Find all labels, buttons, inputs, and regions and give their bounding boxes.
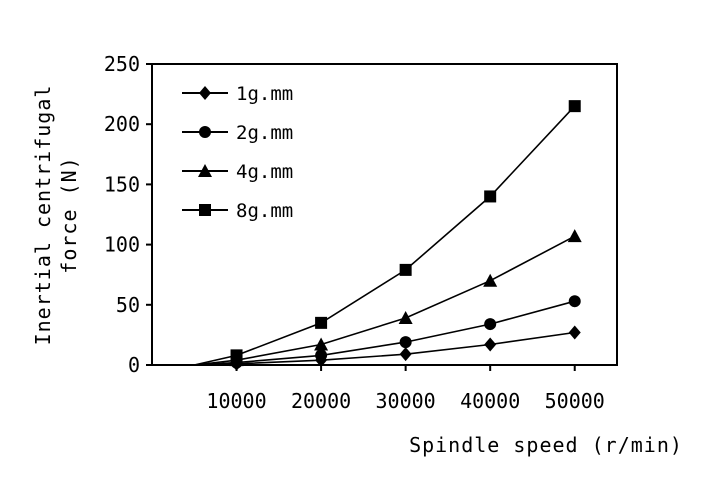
y-axis: 0 50 100 150 200 250 xyxy=(104,52,152,377)
data-point xyxy=(484,318,497,331)
plot-area-frame xyxy=(151,63,618,366)
y-tick-label: 250 xyxy=(104,52,140,76)
x-axis-title: Spindle speed (r/min) xyxy=(409,433,683,457)
y-tick-label: 100 xyxy=(104,233,140,257)
y-tick-label: 50 xyxy=(116,293,140,317)
data-point xyxy=(484,190,497,203)
series-layer xyxy=(194,100,582,371)
series-4 xyxy=(194,100,581,366)
legend-label: 8g.mm xyxy=(236,200,293,222)
x-axis: 10000 20000 30000 40000 50000 xyxy=(206,365,605,413)
x-tick-label: 20000 xyxy=(291,389,351,413)
series-line xyxy=(194,235,576,366)
legend-item: 8g.mm xyxy=(182,200,293,222)
x-tick-label: 40000 xyxy=(460,389,520,413)
data-point xyxy=(399,347,412,362)
series-line xyxy=(194,105,576,366)
legend-label: 1g.mm xyxy=(236,83,293,105)
legend: 1g.mm 2g.mm 4g.mm 8g.mm xyxy=(182,83,293,222)
x-tick-label: 30000 xyxy=(376,389,436,413)
y-axis-title-line-1: Inertial centrifugal xyxy=(31,85,55,346)
series-line xyxy=(194,331,575,366)
legend-label: 4g.mm xyxy=(236,161,293,183)
data-point xyxy=(483,273,498,287)
series-3 xyxy=(194,229,582,367)
data-point xyxy=(315,316,328,329)
data-point xyxy=(398,311,413,325)
data-point xyxy=(399,336,412,349)
legend-item: 1g.mm xyxy=(182,83,293,105)
data-point xyxy=(230,349,243,362)
data-point xyxy=(568,295,581,308)
legend-marker xyxy=(199,204,211,216)
data-point xyxy=(568,325,581,340)
data-point xyxy=(315,349,328,362)
y-tick-label: 200 xyxy=(104,112,140,136)
data-point xyxy=(314,337,329,351)
data-point xyxy=(399,263,412,276)
data-point xyxy=(567,229,582,243)
legend-item: 4g.mm xyxy=(182,161,293,183)
x-tick-label: 10000 xyxy=(206,389,266,413)
x-tick-label: 50000 xyxy=(545,389,605,413)
legend-item: 2g.mm xyxy=(182,122,293,144)
data-point xyxy=(484,337,497,352)
legend-marker xyxy=(198,164,212,177)
series-line xyxy=(194,300,575,366)
y-axis-title-line-2: force (N) xyxy=(57,156,81,273)
y-tick-label: 0 xyxy=(128,353,140,377)
data-point xyxy=(568,100,581,113)
legend-marker xyxy=(199,86,211,100)
y-tick-label: 150 xyxy=(104,172,140,196)
legend-label: 2g.mm xyxy=(236,122,293,144)
legend-marker xyxy=(199,126,211,138)
